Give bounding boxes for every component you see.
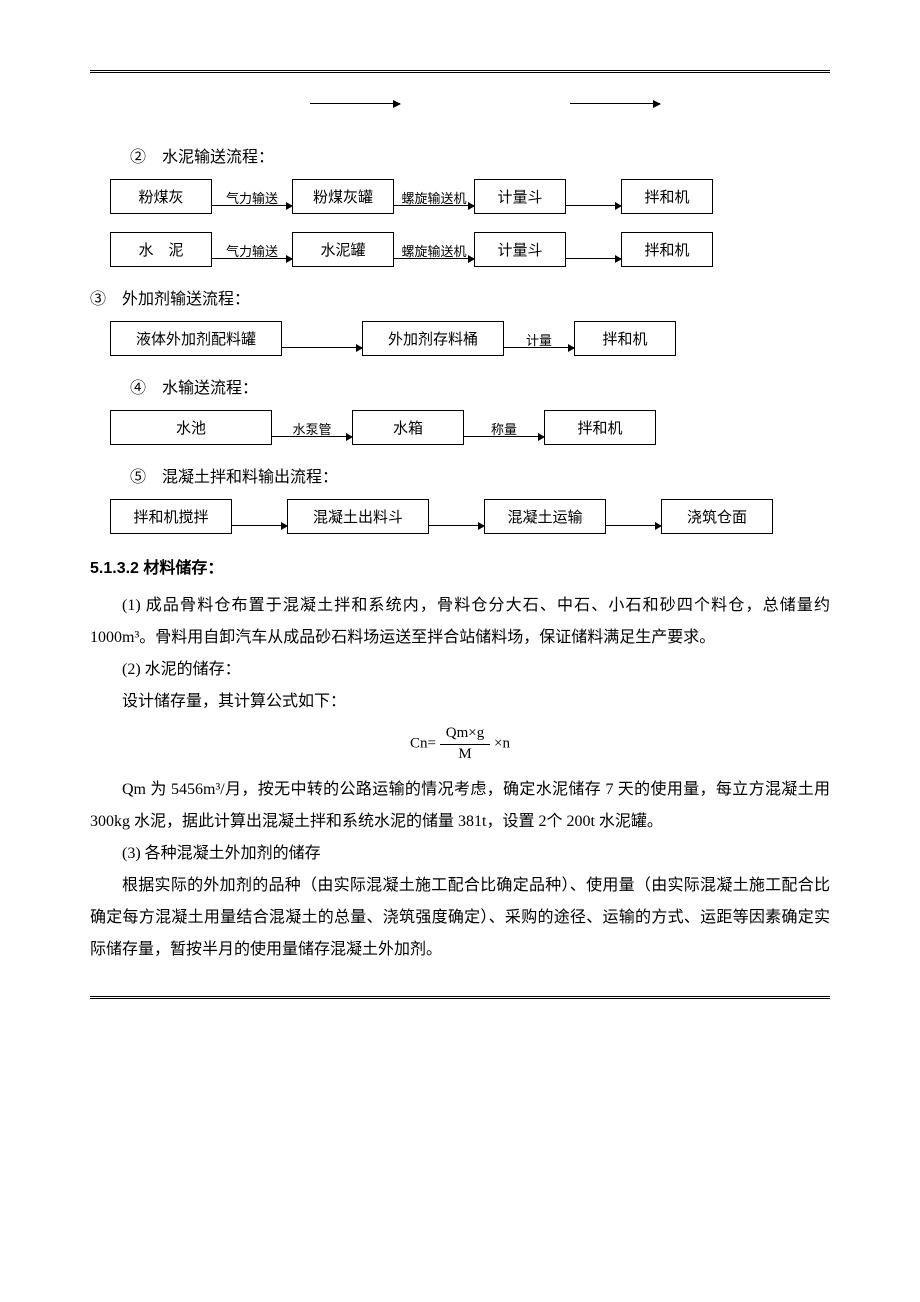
connector-label: 螺旋输送机 [401,241,466,256]
flow-connector [429,508,484,526]
flow-box: 液体外加剂配料罐 [110,321,282,356]
page: ② 水泥输送流程： 粉煤灰气力输送粉煤灰罐螺旋输送机计量斗拌和机 水 泥气力输送… [0,0,920,1059]
flow-connector [606,508,661,526]
arrow-icon [566,205,621,206]
bottom-rule [90,996,830,999]
flow-connector: 水泵管 [272,419,352,437]
heading-5: ⑤ 混凝土拌和料输出流程： [130,463,830,487]
heading-4: ④ 水输送流程： [130,374,830,398]
flow-cement-2: 水 泥气力输送水泥罐螺旋输送机计量斗 拌和机 [110,232,830,267]
flow-connector: 气力输送 [212,188,292,206]
flow-box: 拌和机 [621,179,713,214]
flow-box: 粉煤灰罐 [292,179,394,214]
paragraph: (3) 各种混凝土外加剂的储存 [90,838,830,870]
connector-label: 气力输送 [226,188,278,203]
arrow-icon [504,347,574,348]
formula-numerator: Qm×g [440,724,490,745]
flow-cement-1: 粉煤灰气力输送粉煤灰罐螺旋输送机计量斗 拌和机 [110,179,830,214]
flow-connector: 螺旋输送机 [394,241,474,259]
formula-denominator: M [440,745,490,765]
paragraph: (2) 水泥的储存： [90,654,830,686]
flow-box: 拌和机搅拌 [110,499,232,534]
flow-box: 拌和机 [621,232,713,267]
flow-additive: 液体外加剂配料罐 外加剂存料桶 计量 拌和机 [110,321,830,356]
flow-box: 拌和机 [574,321,676,356]
formula-fraction: Qm×g M [440,724,490,764]
arrow-icon [394,258,474,259]
arrow-icon [272,436,352,437]
flow-box: 计量斗 [474,232,566,267]
flow-box: 计量斗 [474,179,566,214]
arrow-icon [606,525,661,526]
connector-label: 螺旋输送机 [401,188,466,203]
flow-box: 混凝土出料斗 [287,499,429,534]
flow-box: 外加剂存料桶 [362,321,504,356]
arrow [570,103,660,104]
flow-connector: 螺旋输送机 [394,188,474,206]
flow-box: 拌和机 [544,410,656,445]
flow-connector: 称量 [464,419,544,437]
top-rule [90,70,830,73]
arrow-icon [429,525,484,526]
flow-box: 粉煤灰 [110,179,212,214]
flow-connector [566,188,621,206]
formula-rhs: ×n [494,735,510,751]
arrow-icon [232,525,287,526]
flow-connector [566,241,621,259]
flow-output: 拌和机搅拌 混凝土出料斗 混凝土运输 浇筑仓面 [110,499,830,534]
arrow [310,103,400,104]
section-title: 5.1.3.2 材料储存： [90,554,830,578]
flow-box: 水箱 [352,410,464,445]
arrow-icon [566,258,621,259]
paragraph: 根据实际的外加剂的品种（由实际混凝土施工配合比确定品种）、使用量（由实际混凝土施… [90,870,830,966]
connector-label: 称量 [491,419,517,434]
paragraph: (1) 成品骨料仓布置于混凝土拌和系统内，骨料仓分大石、中石、小石和砂四个料仓，… [90,590,830,654]
connector-label: 水泵管 [292,419,331,434]
flow-box: 水泥罐 [292,232,394,267]
arrow-icon [212,205,292,206]
formula: Cn= Qm×g M ×n [90,724,830,764]
heading-3: ③ 外加剂输送流程： [90,285,830,309]
flow-box: 浇筑仓面 [661,499,773,534]
connector-label: 计量 [526,330,552,345]
flow-connector: 气力输送 [212,241,292,259]
flow-connector: 计量 [504,330,574,348]
flow-connector [282,330,362,348]
arrow-icon [394,205,474,206]
flow-box: 水池 [110,410,272,445]
flow-connector [232,508,287,526]
arrow-icon [212,258,292,259]
paragraph: Qm 为 5456m³/月，按无中转的公路运输的情况考虑，确定水泥储存 7 天的… [90,774,830,838]
paragraph: 设计储存量，其计算公式如下： [90,686,830,718]
arrow-icon [464,436,544,437]
orphan-arrows [150,93,830,123]
formula-lhs: Cn= [410,735,436,751]
heading-2: ② 水泥输送流程： [130,143,830,167]
flow-water: 水池 水泵管 水箱 称量 拌和机 [110,410,830,445]
arrow-icon [282,347,362,348]
connector-label: 气力输送 [226,241,278,256]
flow-box: 混凝土运输 [484,499,606,534]
flow-box: 水 泥 [110,232,212,267]
